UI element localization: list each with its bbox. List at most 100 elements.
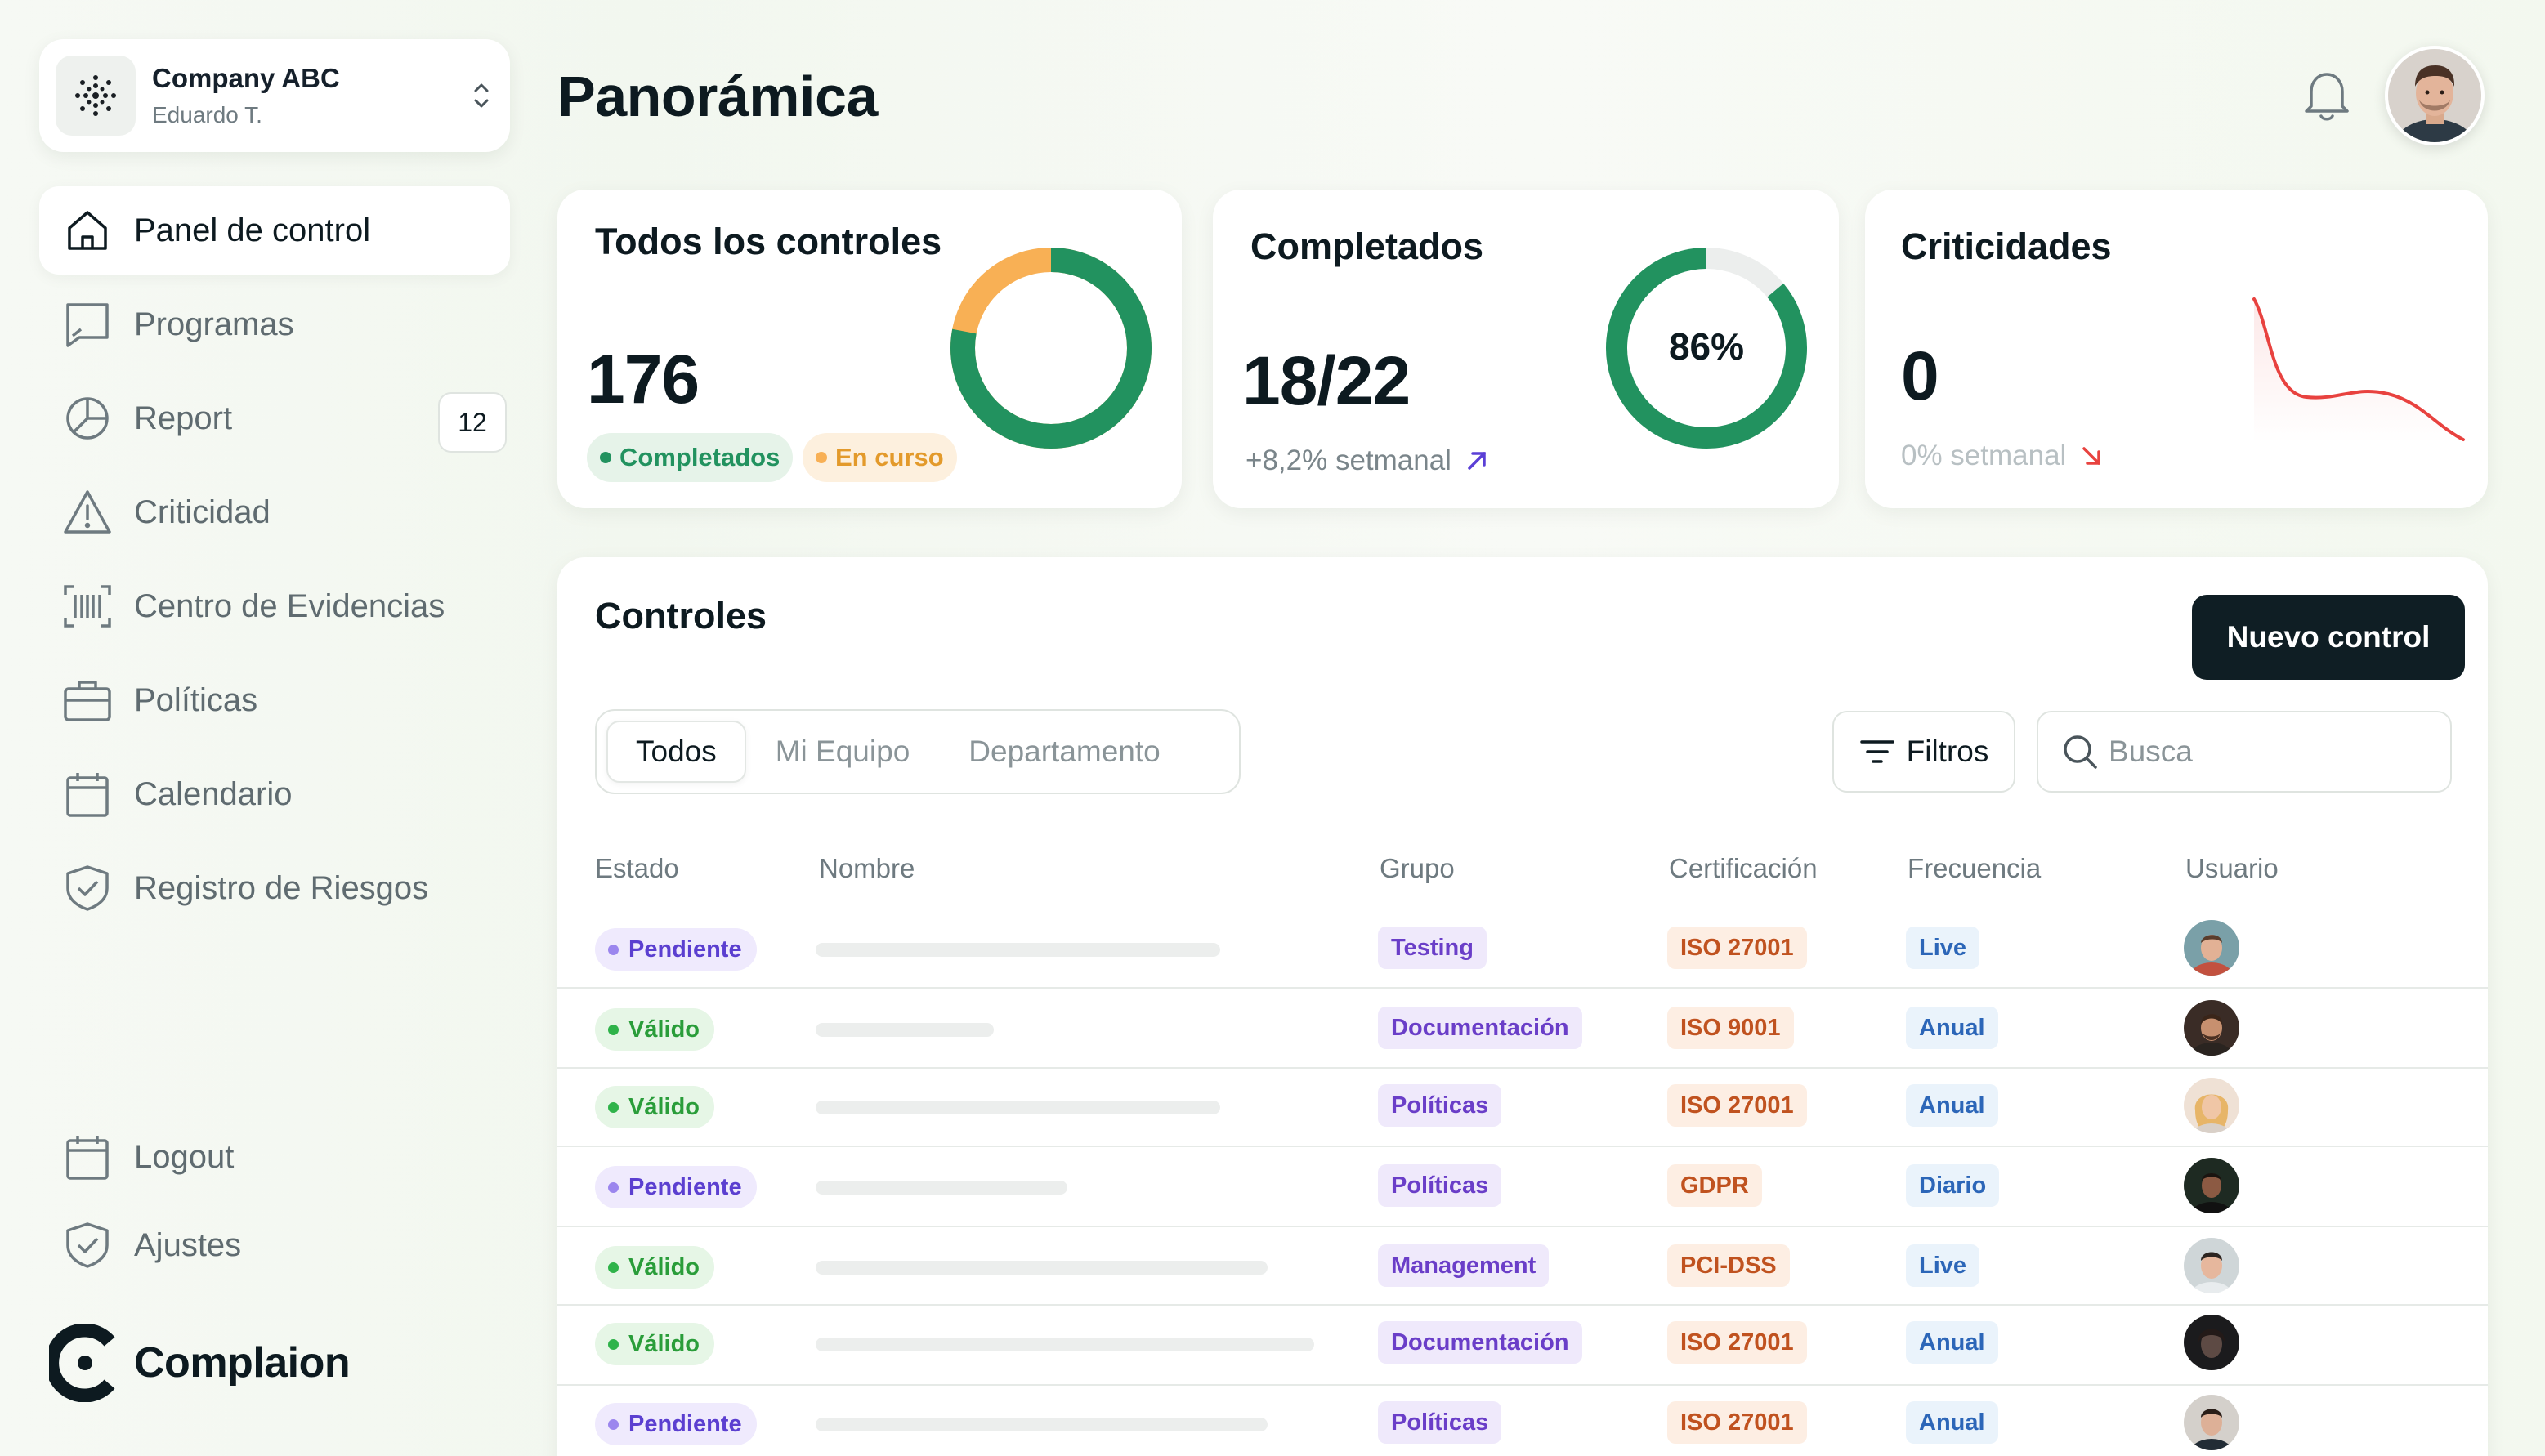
sidebar-item-criticidad[interactable]: Criticidad <box>39 468 510 556</box>
frequency-tag: Anual <box>1906 1401 1998 1444</box>
pie-chart-icon <box>62 393 113 444</box>
avatar[interactable] <box>2184 1315 2239 1370</box>
status-dot <box>608 1338 619 1350</box>
chip-label: En curso <box>835 443 944 471</box>
column-header-usuario[interactable]: Usuario <box>2185 853 2279 883</box>
ring-progress <box>1606 248 1807 449</box>
critical-value: 0 <box>1901 337 1939 414</box>
tab-mi-equipo[interactable]: Mi Equipo <box>775 735 910 768</box>
avatar[interactable] <box>2184 920 2239 976</box>
sidebar-item-label: Programas <box>134 306 294 342</box>
table-row[interactable]: Pendiente Testing ISO 27001 Live <box>557 910 2488 989</box>
trend-down-icon <box>2082 447 2101 465</box>
column-header-grupo[interactable]: Grupo <box>1380 853 1455 883</box>
row-divider <box>557 1304 2488 1306</box>
group-tag: Políticas <box>1378 1084 1502 1127</box>
completed-chip: Completados <box>587 433 794 482</box>
sidebar-item-registro-de-riesgos[interactable]: Registro de Riesgos <box>39 844 510 932</box>
sidebar-item-label: Calendario <box>134 775 293 812</box>
total-controls-value: 176 <box>587 341 700 418</box>
table-row[interactable]: Pendiente Políticas ISO 27001 Anual <box>557 1385 2488 1456</box>
sidebar-item-report[interactable]: Report 12 <box>39 374 510 462</box>
status-dot <box>816 452 827 463</box>
filter-tabs: Todos Mi Equipo Departamento <box>595 709 1241 794</box>
sidebar-item-label: Logout <box>134 1138 235 1175</box>
card-todos-controles: Todos los controles 176 Completados En c… <box>557 190 1182 508</box>
search-icon <box>2064 735 2097 769</box>
sidebar-item-label: Centro de Evidencias <box>134 587 445 624</box>
certification-tag: ISO 9001 <box>1667 1007 1794 1049</box>
status-dot <box>608 1101 619 1113</box>
table-row[interactable]: Válido Documentación ISO 27001 Anual <box>557 1305 2488 1383</box>
status-dot <box>608 944 619 955</box>
table-row[interactable]: Pendiente Políticas GDPR Diario <box>557 1148 2488 1226</box>
status-label: Pendiente <box>628 936 742 962</box>
tab-todos[interactable]: Todos <box>606 721 746 783</box>
avatar[interactable] <box>2184 1395 2239 1450</box>
sidebar-item-panel-de-control[interactable]: Panel de control <box>39 186 510 275</box>
card-title: Completados <box>1250 226 1484 267</box>
briefcase-icon <box>62 675 113 726</box>
card-title: Criticidades <box>1901 226 2112 267</box>
avatar[interactable] <box>2184 1078 2239 1133</box>
column-header-certificacion[interactable]: Certificación <box>1669 853 1818 883</box>
search-input[interactable] <box>2109 735 2435 769</box>
avatar[interactable] <box>2385 46 2485 145</box>
certification-tag: PCI-DSS <box>1667 1244 1790 1287</box>
sparkline-area <box>2254 299 2463 443</box>
frequency-tag: Anual <box>1906 1007 1998 1049</box>
card-title: Todos los controles <box>595 221 942 262</box>
frequency-tag: Diario <box>1906 1164 2000 1207</box>
table-row[interactable]: Válido Políticas ISO 27001 Anual <box>557 1068 2488 1146</box>
chevron-up-down-icon[interactable] <box>469 75 494 116</box>
bell-icon[interactable] <box>2300 67 2354 124</box>
group-tag: Management <box>1378 1244 1550 1287</box>
avatar[interactable] <box>2184 1158 2239 1213</box>
column-header-nombre[interactable]: Nombre <box>819 853 915 883</box>
critical-trend-sparkline <box>2252 297 2465 443</box>
sidebar-item-centro-de-evidencias[interactable]: Centro de Evidencias <box>39 562 510 650</box>
name-placeholder-bar <box>816 1023 994 1037</box>
column-header-estado[interactable]: Estado <box>595 853 679 883</box>
company-switcher[interactable]: Company ABC Eduardo T. <box>39 39 510 152</box>
weekly-change: +8,2% setmanal <box>1246 444 1489 477</box>
row-divider <box>557 987 2488 989</box>
completed-value: 18/22 <box>1242 342 1411 419</box>
name-placeholder-bar <box>816 1338 1314 1351</box>
controls-donut-chart <box>950 248 1152 449</box>
avatar[interactable] <box>2184 1000 2239 1056</box>
warning-icon <box>62 487 113 538</box>
calendar-icon <box>62 769 113 820</box>
sidebar-item-politicas[interactable]: Políticas <box>39 656 510 744</box>
column-header-frecuencia[interactable]: Frecuencia <box>1908 853 2042 883</box>
name-placeholder-bar <box>816 1261 1268 1275</box>
status-label: Válido <box>628 1016 700 1043</box>
sidebar-item-ajustes[interactable]: Ajustes <box>39 1201 510 1289</box>
sidebar-item-calendario[interactable]: Calendario <box>39 750 510 838</box>
sidebar-item-logout[interactable]: Logout <box>39 1113 510 1201</box>
frequency-tag: Anual <box>1906 1084 1998 1127</box>
sidebar-item-label: Criticidad <box>134 494 271 530</box>
tab-departamento[interactable]: Departamento <box>968 735 1161 768</box>
calendar-icon <box>62 1132 113 1182</box>
barcode-icon <box>62 581 113 632</box>
sidebar-item-programas[interactable]: Programas <box>39 280 510 368</box>
brand-name: Complaion <box>134 1339 351 1387</box>
new-control-button[interactable]: Nuevo control <box>2192 595 2465 680</box>
status-label: Pendiente <box>628 1410 742 1437</box>
avatar[interactable] <box>2184 1238 2239 1293</box>
group-tag: Políticas <box>1378 1164 1502 1207</box>
table-row[interactable]: Válido Documentación ISO 9001 Anual <box>557 990 2488 1069</box>
search-box[interactable] <box>2037 711 2452 793</box>
status-badge: Válido <box>595 1008 715 1051</box>
frequency-tag: Live <box>1906 927 1980 969</box>
status-badge: Válido <box>595 1323 715 1365</box>
row-divider <box>557 1146 2488 1147</box>
card-completados: Completados 18/22 +8,2% setmanal 86% <box>1213 190 1839 508</box>
table-row[interactable]: Válido Management PCI-DSS Live <box>557 1228 2488 1306</box>
card-criticidades: Criticidades 0 0% setmanal <box>1865 190 2488 508</box>
sidebar-nav: Panel de control Programas Report 12 <box>39 186 510 938</box>
filters-button[interactable]: Filtros <box>1832 711 2015 793</box>
filter-icon <box>1859 740 1894 763</box>
status-label: Válido <box>628 1330 700 1357</box>
